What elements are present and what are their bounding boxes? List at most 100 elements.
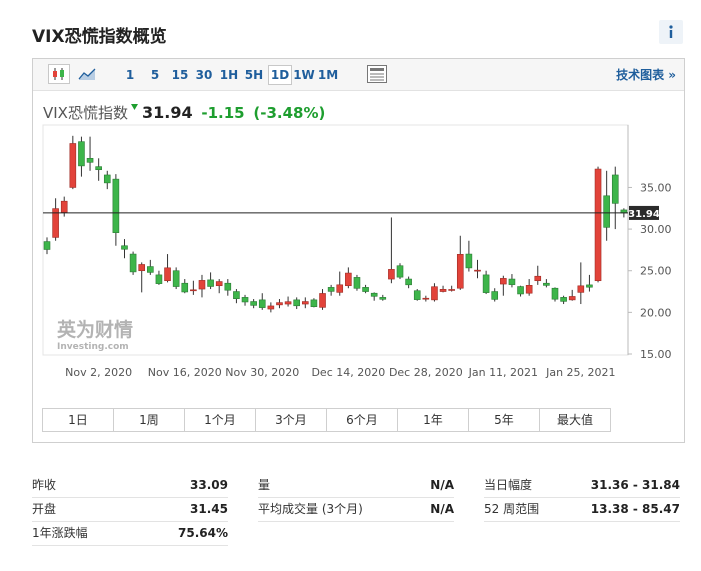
candle-body [293,299,300,307]
candle-body [121,245,128,250]
candle-body [474,269,481,272]
interval-button[interactable]: 1D [268,65,292,85]
candle-body [336,284,344,293]
candle-body [594,168,602,282]
instrument-name: VIX恐慌指数 [43,104,128,122]
candle-body [164,267,171,282]
y-tick-label: 35.00 [640,181,672,194]
info-button[interactable] [659,20,683,44]
candle-body [396,265,404,278]
candle-body [241,297,249,303]
stat-value: 75.64% [178,526,228,540]
candle-body [456,254,464,289]
price-tag [629,205,659,220]
candle-body [603,195,610,228]
range-button[interactable]: 1周 [113,408,185,432]
toolbar: 技术图表 » 1 5 15 30 1H 5H 1D 1W 1M [33,59,684,91]
candle-body [190,289,197,292]
candle-body [353,277,361,289]
y-tick-label: 15.00 [640,348,672,361]
interval-button[interactable]: 1W [293,68,315,82]
quote-header: VIX恐慌指数 31.94 -1.15 (-3.48%) [43,102,329,123]
candle-body [284,301,292,305]
y-tick-label: 25.00 [640,265,672,278]
area-icon[interactable] [76,64,98,84]
candle-body [207,279,214,287]
candle-icon[interactable] [48,64,70,84]
candle-body [568,296,576,301]
x-tick-label: Nov 30, 2020 [225,366,299,379]
interval-button[interactable]: 15 [171,68,189,82]
candle-body [86,158,94,163]
candle-body [422,297,430,300]
candle-body [181,282,189,293]
x-tick-label: Jan 11, 2021 [468,366,538,379]
y-tick-label: 20.00 [640,306,672,319]
range-button[interactable]: 6个月 [326,408,398,432]
candle-body [611,174,619,204]
chart: 15.00 20.00 25.00 30.00 35.00 英为财情Investing.c… [42,124,672,379]
x-tick-label: Nov 16, 2020 [148,366,222,379]
candle-body [198,280,206,290]
stat-label: 平均成交量 (3个月) [258,502,363,516]
candle-body [215,281,223,287]
stat-value: 33.09 [190,478,228,492]
chart-panel [32,58,685,443]
candle-body [276,302,283,306]
price-change: -1.15 [201,104,245,122]
candle-body [60,200,68,213]
candle-body [543,282,550,286]
stat-label: 开盘 [32,502,57,516]
candle-body [250,301,257,306]
candle-body [103,174,111,184]
range-button[interactable]: 最大值 [539,408,611,432]
candle-body [69,143,77,188]
y-tick-label: 30.00 [640,223,672,236]
interval-button[interactable]: 1M [317,68,339,82]
candle-body [147,266,154,273]
x-tick-label: Dec 28, 2020 [389,366,463,379]
stat-label: 当日幅度 [484,478,533,492]
range-button[interactable]: 5年 [468,408,540,432]
range-button[interactable]: 1日 [42,408,114,432]
range-button[interactable]: 1个月 [184,408,256,432]
stat-row: 当日幅度 31.36 - 31.84 [484,474,680,498]
settings-icon[interactable] [366,64,388,84]
stat-value: 31.45 [190,502,228,516]
x-tick-label: Nov 2, 2020 [65,366,132,379]
interval-button[interactable]: 5 [150,68,160,82]
candle-body [138,264,146,272]
interval-button[interactable]: 5H [244,68,264,82]
price-change-pct: (-3.48%) [253,104,326,122]
candle-body [310,299,318,308]
candle-body [525,285,533,294]
stat-row: 开盘 31.45 [32,498,228,522]
candle-body [362,287,369,292]
range-button[interactable]: 1年 [397,408,469,432]
watermark-sub: Investing.com [57,342,129,352]
stat-row: 昨收 33.09 [32,474,228,498]
interval-button[interactable]: 1 [125,68,135,82]
candle-body [129,253,137,273]
candle-body [319,293,326,308]
candle-body [413,290,421,300]
candle-body [388,269,395,280]
x-tick-label: Dec 14, 2020 [311,366,385,379]
stat-row: 1年涨跌幅 75.64% [32,522,228,546]
tech-chart-link[interactable]: 技术图表 » [616,68,676,82]
candle-body [233,291,240,300]
price-tag-label: 31.94 [628,209,660,220]
interval-button[interactable]: 1H [219,68,239,82]
candle-body [258,299,266,308]
candle-body [517,286,524,295]
watermark: 英为财情 [57,318,133,341]
stat-row: 52 周范围 13.38 - 85.47 [484,498,680,522]
candle-body [439,288,447,292]
candle-body [586,284,593,288]
range-button[interactable]: 3个月 [255,408,327,432]
candle-body [78,141,85,167]
candle-body [560,297,567,302]
stat-value: N/A [430,502,454,516]
interval-button[interactable]: 30 [195,68,213,82]
